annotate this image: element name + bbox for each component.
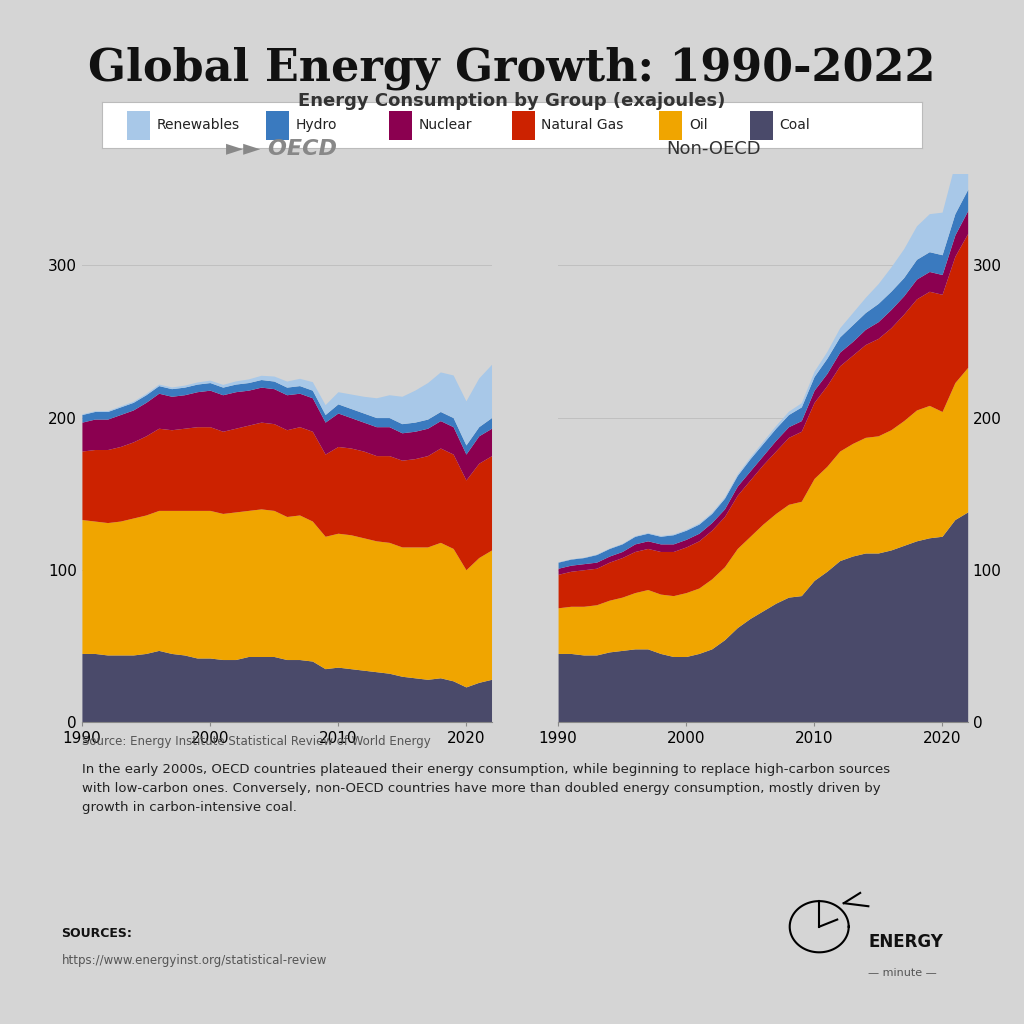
Text: Coal: Coal bbox=[779, 119, 810, 132]
Text: Non-OECD: Non-OECD bbox=[667, 139, 761, 158]
Text: — minute —: — minute — bbox=[868, 968, 937, 978]
Text: Natural Gas: Natural Gas bbox=[542, 119, 624, 132]
Text: Renewables: Renewables bbox=[157, 119, 240, 132]
Bar bbox=[266, 111, 289, 140]
Bar bbox=[127, 111, 150, 140]
Text: Hydro: Hydro bbox=[296, 119, 337, 132]
Text: Nuclear: Nuclear bbox=[419, 119, 472, 132]
Bar bbox=[512, 111, 535, 140]
Text: Energy Consumption by Group (exajoules): Energy Consumption by Group (exajoules) bbox=[298, 92, 726, 111]
Text: SOURCES:: SOURCES: bbox=[61, 927, 132, 940]
Text: ENERGY: ENERGY bbox=[868, 933, 943, 951]
Text: Global Energy Growth: 1990-2022: Global Energy Growth: 1990-2022 bbox=[88, 46, 936, 89]
Text: ►► OECD: ►► OECD bbox=[226, 138, 337, 159]
Text: https://www.energyinst.org/statistical-review: https://www.energyinst.org/statistical-r… bbox=[61, 954, 327, 968]
Bar bbox=[659, 111, 682, 140]
Bar bbox=[389, 111, 412, 140]
Text: Source: Energy Institute Statistical Review of World Energy: Source: Energy Institute Statistical Rev… bbox=[82, 735, 431, 749]
Bar bbox=[750, 111, 772, 140]
Text: Oil: Oil bbox=[689, 119, 708, 132]
Text: In the early 2000s, OECD countries plateaued their energy consumption, while beg: In the early 2000s, OECD countries plate… bbox=[82, 763, 890, 814]
